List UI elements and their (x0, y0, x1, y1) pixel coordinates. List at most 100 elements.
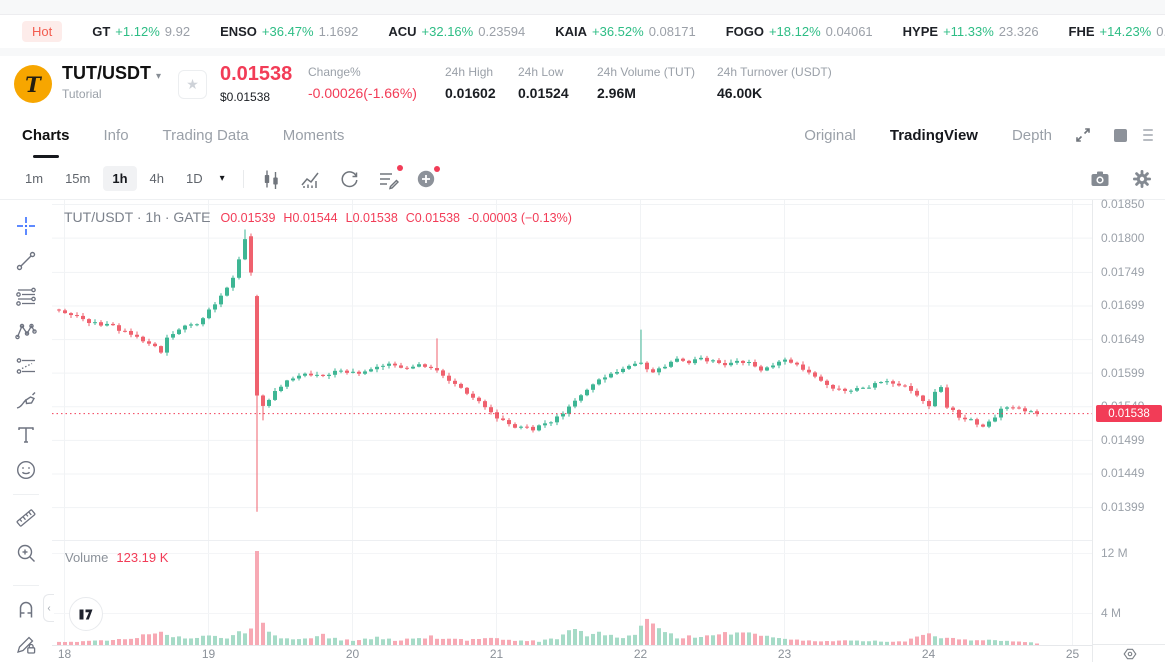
turnover-stat: 24h Turnover (USDT) 46.00K (717, 66, 832, 100)
ticker-item[interactable]: FOGO +18.12% 0.04061 (726, 24, 873, 39)
ticker-item[interactable]: HYPE +11.33% 23.326 (903, 24, 1039, 39)
view-mode-tradingview[interactable]: TradingView (889, 126, 978, 144)
indicators-button[interactable] (299, 168, 321, 190)
ticker-symbol: ENSO (220, 23, 257, 39)
last-price-badge: 0.01538 (1096, 405, 1162, 423)
ticker-symbol: FOGO (725, 23, 764, 39)
ticker-change: +36.52% (592, 23, 644, 39)
high-value: H0.01544 (283, 211, 338, 225)
xabcd-pattern-icon (15, 323, 37, 339)
change-stat: Change% -0.00026(-1.66%) (308, 66, 417, 100)
drawing-list-button[interactable] (377, 164, 403, 190)
gear-icon (1133, 169, 1151, 188)
panel-layout-button[interactable] (1114, 128, 1127, 142)
ticker-item[interactable]: GT +1.12% 9.92 (92, 24, 190, 39)
timeframe-dropdown-icon[interactable]: ▾ (219, 173, 225, 184)
candle-style-button[interactable] (260, 168, 282, 190)
low-label: 24h Low (518, 65, 564, 79)
candlestick-chart[interactable]: 18 19 20 21 22 23 24 25 (52, 200, 1092, 662)
tab-charts[interactable]: Charts (22, 112, 70, 158)
tab-info[interactable]: Info (103, 126, 129, 144)
snapshot-button[interactable] (1089, 168, 1111, 190)
ticker-item[interactable]: ACU +32.16% 0.23594 (388, 24, 525, 39)
chevron-down-icon: ▾ (156, 71, 162, 82)
forecast-icon (16, 357, 35, 374)
price-axis-tick: 0.01649 (1101, 332, 1145, 347)
timeframe-1m[interactable]: 1m (25, 171, 44, 186)
turnover-label: 24h Turnover (USDT) (717, 65, 832, 79)
price-axis[interactable]: 0.01850 0.01800 0.01749 0.01699 0.01649 0.015… (1092, 197, 1165, 662)
tools-divider (13, 585, 39, 587)
change-value: -0.00003 (−0.13%) (468, 211, 572, 225)
xabcd-pattern-tool[interactable] (9, 314, 43, 348)
price-axis-tick: 0.01749 (1101, 264, 1145, 279)
fib-lines-tool[interactable] (9, 279, 43, 313)
low-stat: 24h Low 0.01524 (518, 66, 569, 100)
timeframe-4h[interactable]: 4h (149, 171, 164, 186)
layout-handle-icon[interactable] (1143, 129, 1153, 141)
indicators-icon (301, 172, 319, 188)
ticker-change: +18.12% (768, 23, 821, 39)
pencil-lock-icon (17, 636, 36, 654)
magnet-tool[interactable] (9, 592, 43, 626)
high-label: 24h High (445, 65, 494, 79)
list-edit-icon (379, 172, 399, 190)
measure-tool[interactable] (9, 501, 43, 535)
notification-dot (433, 165, 440, 172)
ticker-item[interactable]: KAIA +36.52% 0.08171 (555, 24, 695, 39)
emoji-icon (16, 461, 36, 480)
ticker-change: +36.47% (261, 23, 314, 39)
trend-line-tool[interactable] (9, 244, 43, 278)
zoom-in-tool[interactable] (9, 536, 43, 570)
fullscreen-button[interactable] (1074, 126, 1092, 144)
square-icon (1114, 128, 1127, 142)
chart-symbol-label[interactable]: TUT/USDT · 1h · GATE (64, 209, 211, 225)
trend-line-icon (16, 251, 36, 271)
ticker-change: +11.33% (943, 23, 994, 39)
text-tool[interactable] (9, 419, 43, 453)
tradingview-logo[interactable] (69, 597, 103, 631)
ticker-item[interactable]: ENSO +36.47% 1.1692 (220, 24, 358, 39)
ticker-bar: Hot GT +1.12% 9.92 ENSO +36.47% 1.1692 ACU +32.… (0, 15, 1165, 47)
ticker-price: 1.1692 (318, 23, 359, 39)
view-mode-original[interactable]: Original (804, 126, 856, 144)
refresh-icon (341, 170, 358, 187)
volume-axis-tick: 4 M (1101, 606, 1122, 620)
price-axis-tick: 0.01800 (1101, 230, 1145, 245)
camera-icon (1091, 171, 1109, 186)
drawing-lock-tool[interactable] (9, 627, 43, 661)
crosshair-tool[interactable] (9, 209, 43, 243)
zoom-in-icon (17, 545, 35, 563)
low-value: 0.01524 (518, 85, 569, 101)
timeframe-1d[interactable]: 1D (186, 171, 203, 186)
projection-tool[interactable] (9, 349, 43, 383)
chart-region: 18 19 20 21 22 23 24 25 TUT/USDT · 1h · GATE O0… (0, 197, 1165, 662)
sidebar-collapse-handle[interactable]: ‹ (43, 594, 54, 622)
add-button[interactable] (416, 165, 440, 189)
hot-badge[interactable]: Hot (22, 20, 63, 42)
close-value: C0.01538 (405, 211, 460, 225)
timeframe-15m[interactable]: 15m (65, 171, 91, 186)
pair-title-block[interactable]: TUT/USDT ▾ Tutorial (62, 64, 161, 100)
tab-trading-data[interactable]: Trading Data (162, 126, 249, 144)
refresh-button[interactable] (338, 168, 360, 190)
tab-moments[interactable]: Moments (282, 126, 345, 144)
volume-bars (57, 551, 1039, 645)
timeframe-1h[interactable]: 1h (103, 166, 137, 191)
volume-label[interactable]: Volume (65, 550, 109, 565)
chart-settings-button[interactable] (1131, 168, 1153, 190)
gridlines (52, 200, 1092, 645)
change-label: Change% (308, 65, 361, 79)
high-value: 0.01602 (445, 85, 496, 101)
ticker-item[interactable]: FHE+14.23% 0.14661 (1069, 24, 1165, 39)
brush-tool[interactable] (9, 384, 43, 418)
volume-stat: 24h Volume (TUT) 2.96M (597, 66, 695, 100)
view-mode-depth[interactable]: Depth (1011, 126, 1052, 144)
price-axis-tick: 0.01850 (1101, 197, 1145, 211)
magnet-icon (19, 602, 33, 618)
ticker-symbol: ACU (388, 23, 417, 39)
favorite-button[interactable]: ★ (178, 70, 207, 99)
axis-settings-cell[interactable] (1093, 644, 1165, 662)
emoji-tool[interactable] (9, 453, 43, 487)
horizontal-lines-icon (16, 287, 36, 306)
